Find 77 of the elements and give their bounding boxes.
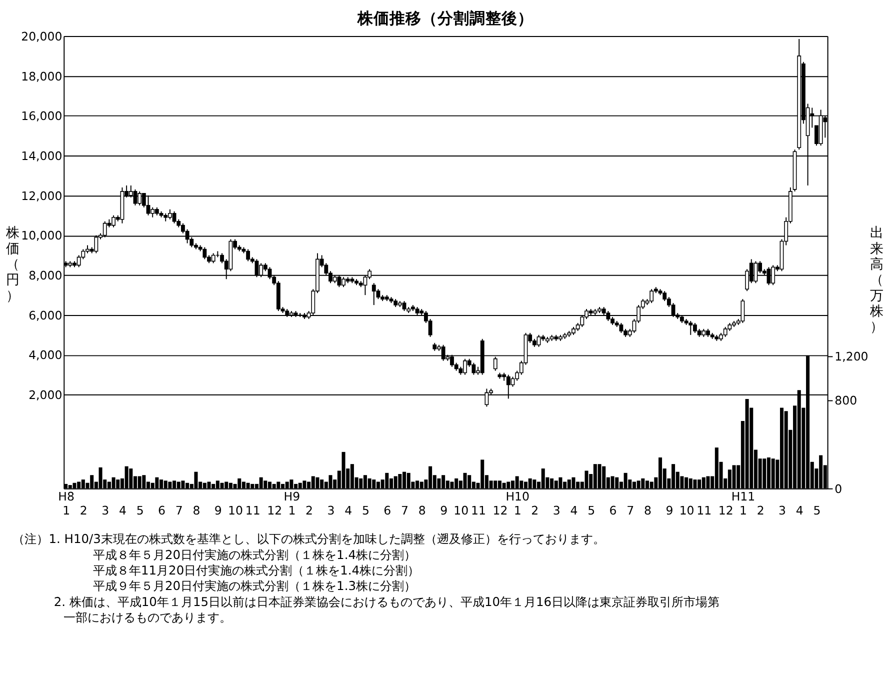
y-tick-label: 18,000 [21,69,62,84]
x-tick-label: 4 [570,503,578,518]
candlestick [150,206,155,218]
candlestick [202,246,207,260]
x-tick-label: 11 [696,503,712,518]
y-tick-label: 12,000 [21,188,62,203]
x-tick-label: 6 [609,503,617,518]
chart-title: 株価推移（分割調整後） [356,8,534,28]
x-tick-label: 9 [440,503,448,518]
candlestick [376,288,380,300]
candlestick [168,208,172,220]
x-tick-label: 10 [228,503,243,518]
x-tick-label: 9 [214,503,222,518]
x-tick-label: 7 [401,503,408,518]
candlestick [662,290,667,302]
y-tick-label: 20,000 [21,29,62,44]
x-tick-label: 9 [666,503,674,518]
candlestick [688,320,693,336]
x-tick-label: 4 [118,503,126,518]
y2-tick-label: 0 [834,482,842,496]
candlestick [211,252,216,264]
x-tick-label: 11 [471,503,486,518]
x-tick-label: 2 [80,503,88,518]
x-tick-label: 8 [644,503,652,518]
x-tick-label: 5 [588,503,596,518]
x-tick-label: 2 [531,503,539,518]
x-tick-label: 5 [813,503,821,518]
y-tick-label: 6,000 [28,308,62,322]
candlestick [536,334,541,348]
x-tick-label: 3 [552,503,560,518]
text: 平成８年11月20日付実施の株式分割（１株を1.4株に分割） [93,564,420,578]
y-tick-label: 16,000 [21,109,62,124]
x-tick-label: 6 [384,503,392,518]
text: 平成８年５月20日付実施の株式分割（１株を1.4株に分割） [93,548,416,562]
x-tick-label: 4 [796,503,804,518]
candlestick [472,362,476,376]
y-tick-label: 2,000 [28,388,62,402]
x-tick-label: 10 [454,503,469,518]
x-tick-label: 5 [362,503,370,518]
x-tick-label: 12 [267,503,282,518]
x-tick-label: 3 [327,503,335,518]
text: 平成９年５月20日付実施の株式分割（１株を1.3株に分割） [93,579,416,594]
y-tick-label: 10,000 [21,228,62,243]
x-tick-label: 6 [158,503,166,518]
y2-axis-title: 出来高（万株） [868,225,884,336]
x-tick-label: H10 1 [506,490,530,518]
x-tick-label: 11 [245,503,260,518]
candlestick [619,322,624,334]
x-tick-label: H8 1 [58,490,74,518]
text: （注）1. H10/3末現在の株式数を基準とし、以下の株式分割を加味した調整（遡及修正）を行っております。 [12,532,605,546]
x-tick-label: 7 [626,503,634,518]
x-tick-label: H11 1 [731,490,756,518]
y2-tick-label: 800 [834,393,858,408]
y-tick-label: 4,000 [28,348,62,362]
x-tick-label: 10 [679,503,694,518]
y-tick-label: 8,000 [28,268,62,283]
x-tick-label: 12 [492,503,508,518]
candlestick [723,326,728,338]
x-tick-label: 7 [175,503,183,518]
x-tick-label: 2 [756,503,764,518]
x-tick-label: 4 [344,503,352,518]
x-tick-label: 3 [778,503,786,518]
x-tick-label: 12 [718,503,734,518]
candlestick [402,300,406,312]
y-tick-label: 14,000 [21,148,62,163]
y-axis-title: 株価（円） [5,225,20,304]
candlestick [650,288,654,304]
x-tick-label: 8 [418,503,426,518]
text: 2. 株価は、平成10年１月15日以前は日本証券業協会におけるものであり、平成10年１月16日以降は東京証券取引所市場第一部におけるものであります。 [54,594,720,625]
candlestick [246,248,250,262]
y2-tick-label: 1,200 [834,349,868,364]
x-tick-label: H9 1 [284,490,300,518]
x-tick-label: 8 [192,503,200,518]
x-tick-label: 2 [306,503,314,518]
candlestick [372,282,376,306]
x-tick-label: 5 [136,503,144,518]
x-tick-label: 3 [102,503,110,518]
